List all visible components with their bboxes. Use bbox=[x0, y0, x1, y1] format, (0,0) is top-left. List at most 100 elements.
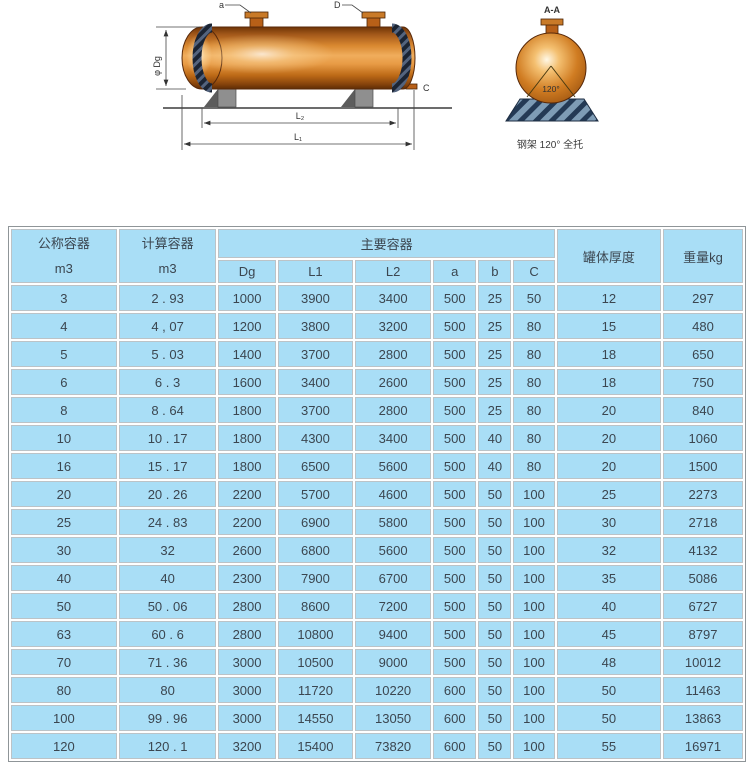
header-l1: L1 bbox=[277, 260, 354, 283]
cell-calculated-capacity: 2 . 93 bbox=[118, 285, 217, 311]
cell-calculated-capacity: 6 . 3 bbox=[118, 369, 217, 395]
cell-a: 500 bbox=[432, 649, 477, 675]
table-row: 20 20 . 26 2200 5700 4600 500 50 100 25 2273 bbox=[11, 481, 743, 507]
cell-dg: 1200 bbox=[218, 313, 276, 339]
tank-drawing-svg: a D C φ Dg L₂ L₁ A-A bbox=[152, 0, 599, 151]
cell-l2: 73820 bbox=[355, 733, 431, 759]
cell-calculated-capacity: 71 . 36 bbox=[118, 649, 217, 675]
cell-c: 100 bbox=[513, 565, 555, 591]
cell-dg: 2200 bbox=[218, 509, 276, 535]
tank-technical-drawing: a D C φ Dg L₂ L₁ A-A bbox=[0, 0, 754, 168]
cell-dg: 2200 bbox=[218, 481, 276, 507]
label-diameter: φ Dg bbox=[152, 56, 162, 76]
cell-calculated-capacity: 99 . 96 bbox=[118, 705, 217, 731]
cell-calculated-capacity: 24 . 83 bbox=[118, 509, 217, 535]
cell-l1: 3400 bbox=[277, 369, 354, 395]
section-title: A-A bbox=[544, 5, 560, 15]
cell-nominal-capacity: 16 bbox=[11, 453, 117, 479]
cell-nominal-capacity: 10 bbox=[11, 425, 117, 451]
cell-l2: 9000 bbox=[355, 649, 431, 675]
dimension-l1 bbox=[181, 90, 415, 150]
cell-nominal-capacity: 70 bbox=[11, 649, 117, 675]
cell-nominal-capacity: 63 bbox=[11, 621, 117, 647]
cell-weight: 480 bbox=[662, 313, 743, 339]
cell-l2: 4600 bbox=[355, 481, 431, 507]
cell-dg: 2800 bbox=[218, 593, 276, 619]
cell-b: 50 bbox=[478, 621, 512, 647]
cell-l2: 5600 bbox=[355, 537, 431, 563]
cell-a: 500 bbox=[432, 369, 477, 395]
cell-l1: 6900 bbox=[277, 509, 354, 535]
cell-c: 100 bbox=[513, 509, 555, 535]
cell-weight: 297 bbox=[662, 285, 743, 311]
nozzle-d bbox=[361, 11, 386, 29]
cell-l2: 9400 bbox=[355, 621, 431, 647]
cell-dg: 2800 bbox=[218, 621, 276, 647]
cell-calculated-capacity: 80 bbox=[118, 677, 217, 703]
cell-b: 25 bbox=[478, 313, 512, 339]
cell-weight: 650 bbox=[662, 341, 743, 367]
cell-a: 500 bbox=[432, 537, 477, 563]
cell-thickness: 25 bbox=[556, 481, 661, 507]
cell-thickness: 50 bbox=[556, 705, 661, 731]
cell-l1: 14550 bbox=[277, 705, 354, 731]
cell-l1: 4300 bbox=[277, 425, 354, 451]
cell-weight: 10012 bbox=[662, 649, 743, 675]
header-nominal-capacity-unit: m3 bbox=[54, 261, 73, 276]
cell-nominal-capacity: 6 bbox=[11, 369, 117, 395]
cell-l1: 6800 bbox=[277, 537, 354, 563]
angle-label: 120° bbox=[542, 84, 560, 94]
label-nozzle-a: a bbox=[219, 0, 224, 10]
cell-dg: 1800 bbox=[218, 425, 276, 451]
header-main-dimensions-group: 主要容器 bbox=[218, 229, 555, 258]
cell-dg: 1800 bbox=[218, 397, 276, 423]
table-row: 30 32 2600 6800 5600 500 50 100 32 4132 bbox=[11, 537, 743, 563]
cell-calculated-capacity: 8 . 64 bbox=[118, 397, 217, 423]
cell-dg: 1000 bbox=[218, 285, 276, 311]
cell-l1: 3800 bbox=[277, 313, 354, 339]
cell-thickness: 18 bbox=[556, 341, 661, 367]
cell-l1: 3700 bbox=[277, 397, 354, 423]
cell-c: 100 bbox=[513, 621, 555, 647]
cell-l2: 3400 bbox=[355, 285, 431, 311]
weld-band-right bbox=[391, 23, 412, 93]
cell-nominal-capacity: 4 bbox=[11, 313, 117, 339]
cell-c: 100 bbox=[513, 481, 555, 507]
cell-thickness: 45 bbox=[556, 621, 661, 647]
cell-calculated-capacity: 50 . 06 bbox=[118, 593, 217, 619]
cell-b: 50 bbox=[478, 509, 512, 535]
cell-l1: 10800 bbox=[277, 621, 354, 647]
cell-nominal-capacity: 3 bbox=[11, 285, 117, 311]
cell-calculated-capacity: 120 . 1 bbox=[118, 733, 217, 759]
header-calculated-capacity-unit: m3 bbox=[158, 261, 177, 276]
cell-a: 500 bbox=[432, 313, 477, 339]
table-row: 80 80 3000 11720 10220 600 50 100 50 11463 bbox=[11, 677, 743, 703]
cell-dg: 1400 bbox=[218, 341, 276, 367]
cell-b: 25 bbox=[478, 341, 512, 367]
cell-nominal-capacity: 20 bbox=[11, 481, 117, 507]
cell-calculated-capacity: 20 . 26 bbox=[118, 481, 217, 507]
cell-dg: 2300 bbox=[218, 565, 276, 591]
header-weight: 重量kg bbox=[662, 229, 743, 283]
cell-l1: 8600 bbox=[277, 593, 354, 619]
cell-c: 80 bbox=[513, 425, 555, 451]
header-c: C bbox=[513, 260, 555, 283]
cell-a: 500 bbox=[432, 481, 477, 507]
cell-a: 500 bbox=[432, 425, 477, 451]
tank-section-view: A-A 120° 钢架 120° 全托 bbox=[505, 5, 599, 151]
cell-weight: 4132 bbox=[662, 537, 743, 563]
cell-a: 500 bbox=[432, 285, 477, 311]
weld-band-left bbox=[192, 23, 213, 93]
cell-l1: 3900 bbox=[277, 285, 354, 311]
cell-l2: 2800 bbox=[355, 341, 431, 367]
header-nominal-capacity: 公称容器 m3 bbox=[11, 229, 117, 283]
header-l2: L2 bbox=[355, 260, 431, 283]
header-b: b bbox=[478, 260, 512, 283]
cell-c: 100 bbox=[513, 705, 555, 731]
dimension-l2 bbox=[201, 108, 399, 128]
cell-nominal-capacity: 40 bbox=[11, 565, 117, 591]
cell-thickness: 50 bbox=[556, 677, 661, 703]
section-shell bbox=[515, 32, 587, 104]
